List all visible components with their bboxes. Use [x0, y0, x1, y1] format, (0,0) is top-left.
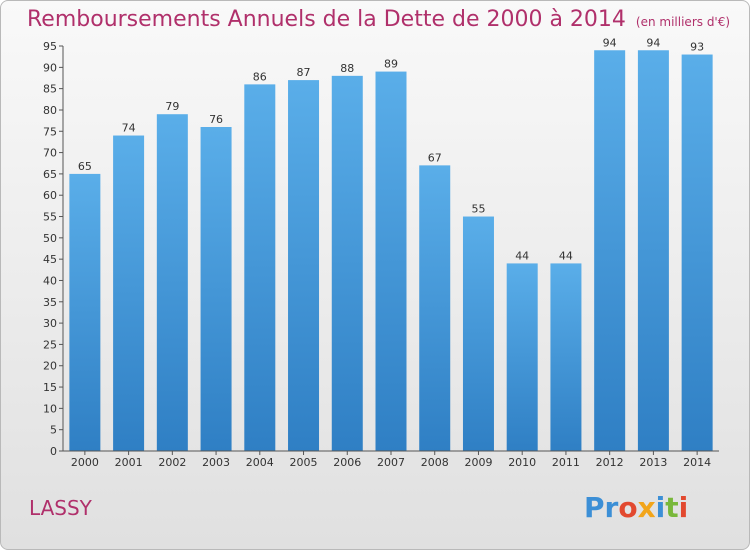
- x-tick-label: 2010: [508, 456, 536, 469]
- bar: [550, 263, 582, 451]
- x-tick-label: 2008: [421, 456, 449, 469]
- y-tick-label: 95: [43, 40, 57, 53]
- logo-part: x: [637, 491, 656, 524]
- bar: [506, 263, 538, 451]
- y-tick-label: 40: [43, 274, 57, 287]
- commune-name: LASSY: [29, 496, 92, 520]
- bar: [637, 50, 669, 452]
- bar-value-label: 89: [384, 58, 398, 71]
- y-tick-label: 0: [50, 445, 57, 458]
- x-tick-label: 2001: [115, 456, 143, 469]
- bar: [681, 54, 713, 452]
- bar-value-label: 74: [122, 122, 136, 135]
- x-tick-label: 2012: [596, 456, 624, 469]
- chart-title: Remboursements Annuels de la Dette de 20…: [27, 7, 730, 32]
- bar-value-label: 87: [297, 66, 311, 79]
- bar: [244, 84, 276, 452]
- bar-value-label: 44: [559, 249, 573, 262]
- logo-part: i: [655, 491, 666, 524]
- x-tick-label: 2013: [639, 456, 667, 469]
- bar: [156, 114, 188, 452]
- bar: [375, 71, 407, 451]
- y-tick-label: 30: [43, 317, 57, 330]
- bar-value-label: 44: [515, 249, 529, 262]
- logo-part: i: [678, 491, 689, 524]
- x-tick-label: 2004: [246, 456, 274, 469]
- x-axis: 2000 2001 2002 2003 2004 2005 2006 2007 2008 2009…: [63, 450, 719, 469]
- bar-value-label: 88: [340, 62, 354, 75]
- chart-unit: (en milliers d'€): [635, 15, 731, 29]
- bar-value-label: 67: [428, 151, 442, 164]
- bar: [69, 173, 101, 452]
- y-tick-label: 90: [43, 61, 57, 74]
- bar-value-label: 93: [690, 41, 704, 54]
- bar: [288, 80, 320, 452]
- x-tick-label: 2007: [377, 456, 405, 469]
- x-tick-label: 2014: [683, 456, 711, 469]
- bar: [331, 75, 363, 451]
- logo-part: Pr: [584, 491, 619, 524]
- bars: 65 74 79 76 86 87 88 89 67 55 44 44 94 94 93: [69, 36, 713, 452]
- y-tick-label: 60: [43, 189, 57, 202]
- y-tick-label: 80: [43, 104, 57, 117]
- x-tick-label: 2006: [333, 456, 361, 469]
- y-tick-label: 15: [43, 381, 57, 394]
- y-tick-label: 45: [43, 253, 57, 266]
- bar: [419, 165, 451, 452]
- y-tick-label: 70: [43, 147, 57, 160]
- chart-title-text: Remboursements Annuels de la Dette de 20…: [27, 7, 626, 32]
- x-tick-label: 2005: [290, 456, 318, 469]
- y-tick-label: 25: [43, 338, 57, 351]
- bar: [200, 127, 232, 451]
- y-tick-label: 10: [43, 402, 57, 415]
- x-tick-label: 2002: [158, 456, 186, 469]
- bar: [462, 216, 494, 451]
- y-tick-label: 35: [43, 296, 57, 309]
- bar: [113, 135, 145, 452]
- bar-value-label: 94: [646, 36, 660, 49]
- proxiti-logo: Proxiti: [584, 491, 688, 524]
- y-tick-label: 5: [50, 424, 57, 437]
- bar-value-label: 76: [209, 113, 223, 126]
- bar-value-label: 94: [603, 36, 617, 49]
- logo-part: o: [618, 491, 638, 524]
- y-axis: 0 5 10 15 20 25 30 35 40 45 50 55 60 65 70 75 80 85 90 95: [43, 40, 64, 458]
- x-tick-label: 2003: [202, 456, 230, 469]
- y-tick-label: 20: [43, 360, 57, 373]
- x-tick-label: 2009: [464, 456, 492, 469]
- bar-value-label: 55: [471, 203, 485, 216]
- y-tick-label: 85: [43, 83, 57, 96]
- bar-value-label: 79: [165, 100, 179, 113]
- bar-value-label: 86: [253, 70, 267, 83]
- bar: [594, 50, 626, 452]
- y-tick-label: 50: [43, 232, 57, 245]
- x-tick-label: 2011: [552, 456, 580, 469]
- bar-value-label: 65: [78, 160, 92, 173]
- logo-part: t: [665, 491, 679, 524]
- y-tick-label: 65: [43, 168, 57, 181]
- x-tick-label: 2000: [71, 456, 99, 469]
- y-tick-label: 75: [43, 125, 57, 138]
- y-tick-label: 55: [43, 211, 57, 224]
